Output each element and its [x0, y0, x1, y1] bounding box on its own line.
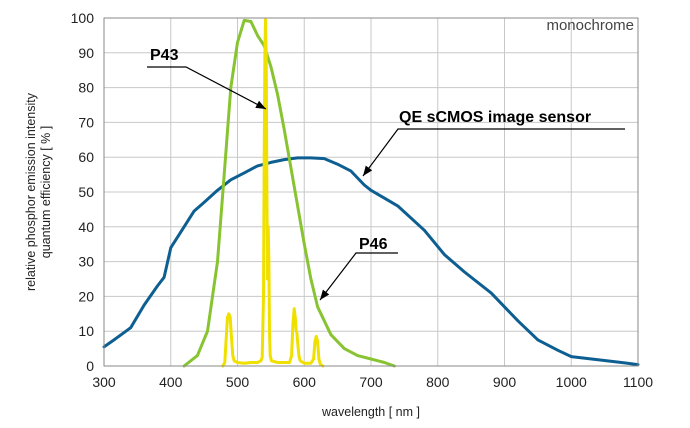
- x-axis-label: wavelength [ nm ]: [321, 405, 420, 419]
- x-tick-label: 900: [493, 374, 517, 390]
- y-tick-label: 20: [78, 288, 94, 304]
- x-tick-label: 300: [92, 374, 116, 390]
- y-axis-label-line2: quantum efficiency [ % ]: [39, 126, 53, 258]
- y-tick-label: 10: [78, 323, 94, 339]
- series-line-qe-scmos-image-sensor: [102, 156, 640, 367]
- y-tick-label: 80: [78, 80, 94, 96]
- x-tick-label: 1100: [623, 374, 653, 390]
- series-line-p46: [182, 18, 396, 368]
- x-tick-label: 700: [359, 374, 383, 390]
- y-tick-label: 0: [86, 358, 94, 374]
- y-tick-label: 90: [78, 45, 94, 61]
- p46-leader: [319, 252, 398, 301]
- p43-leader: [147, 66, 267, 110]
- series-layer: [102, 18, 640, 368]
- tick-labels: 300 400 500 600 700 800 900 1000 1100 0 10 20 30 40 50…: [71, 10, 654, 390]
- plot-frame: [103, 17, 639, 367]
- x-tick-label: 1000: [556, 374, 587, 390]
- y-tick-label: 60: [78, 149, 94, 165]
- qe-sensor-label: QE sCMOS image sensor: [399, 109, 591, 126]
- p43-label: P43: [150, 47, 179, 64]
- x-tick-label: 800: [426, 374, 450, 390]
- y-tick-label: 30: [78, 254, 94, 270]
- x-tick-label: 600: [293, 374, 317, 390]
- series-line-p43: [221, 18, 325, 368]
- y-axis-label-line1: relative phosphor emission intensity: [24, 92, 38, 291]
- qe-leader: [362, 128, 625, 177]
- annotations: P43 P46 QE sCMOS image sensor: [147, 47, 625, 301]
- x-tick-label: 500: [226, 374, 250, 390]
- p46-label: P46: [359, 236, 388, 253]
- y-tick-label: 40: [78, 219, 94, 235]
- grid: [104, 18, 638, 366]
- y-tick-label: 70: [78, 114, 94, 130]
- y-tick-label: 100: [71, 10, 95, 26]
- y-tick-label: 50: [78, 184, 94, 200]
- monochrome-label: monochrome: [546, 17, 634, 34]
- x-tick-label: 400: [159, 374, 183, 390]
